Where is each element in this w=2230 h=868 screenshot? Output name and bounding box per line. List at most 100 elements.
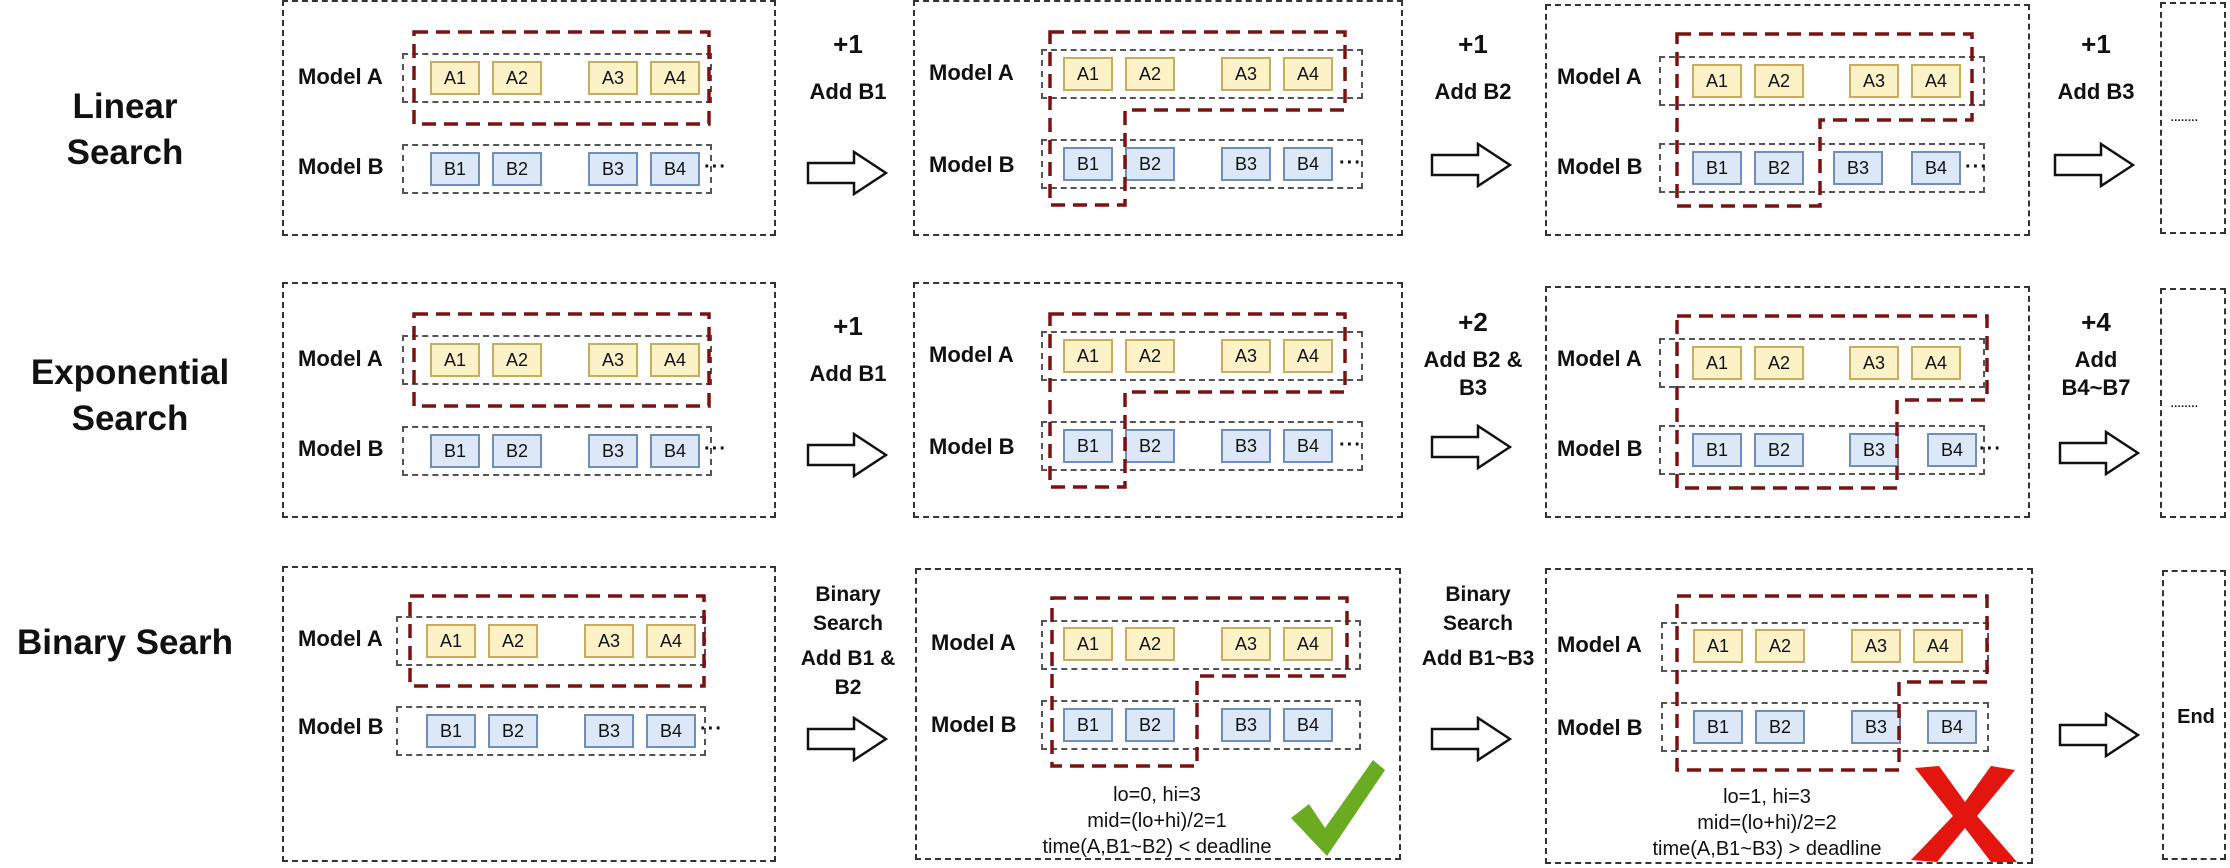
block-b1: B1 (426, 714, 476, 748)
linear-panel-3: Model A Model B A1 A2 A3 A4 B1 B2 B3 B4 … (1545, 4, 2030, 236)
binary-note: lo=1, hi=3 mid=(lo+hi)/2=2 time(A,B1~B3)… (1652, 786, 1882, 860)
block-b1: B1 (1063, 708, 1113, 742)
model-b-track (402, 144, 712, 194)
block-b3: B3 (588, 434, 638, 468)
block-a4: A4 (1283, 57, 1333, 91)
more-blocks: ··· (704, 438, 727, 460)
binary-arrow-1 (806, 716, 888, 762)
check-icon (1291, 760, 1385, 856)
block-a3: A3 (1221, 627, 1271, 661)
block-b3: B3 (1221, 708, 1271, 742)
binary-step-2: Binary Search Add B1~B3 (1421, 583, 1535, 670)
model-b-track (1659, 143, 1985, 193)
block-b4: B4 (1927, 710, 1977, 744)
block-a1: A1 (1692, 64, 1742, 98)
block-a4: A4 (650, 343, 700, 377)
model-b-track (396, 706, 706, 756)
exponential-arrow-3 (2058, 430, 2140, 476)
model-b-label: Model B (1557, 715, 1643, 740)
block-b2: B2 (1125, 147, 1175, 181)
block-b1: B1 (1693, 710, 1743, 744)
block-a1: A1 (1692, 346, 1742, 380)
binary-arrow-2 (1430, 716, 1512, 762)
block-a4: A4 (650, 61, 700, 95)
model-a-label: Model A (1557, 64, 1642, 89)
block-b2: B2 (1754, 151, 1804, 185)
model-a-track (1659, 56, 1985, 106)
block-b1: B1 (1692, 151, 1742, 185)
block-b2: B2 (492, 152, 542, 186)
exponential-step-1: +1 Add B1 (809, 311, 887, 386)
linear-step-3: +1 Add B3 (2057, 29, 2135, 104)
block-a3: A3 (1221, 339, 1271, 373)
model-b-label: Model B (929, 152, 1015, 177)
model-b-track (1041, 700, 1361, 750)
block-b2: B2 (1125, 429, 1175, 463)
binary-end-panel: End (2162, 570, 2226, 860)
block-a4: A4 (1283, 339, 1333, 373)
more-blocks: ··· (700, 718, 723, 740)
end-label: End (2177, 706, 2215, 728)
block-b1: B1 (1692, 433, 1742, 467)
row-title-exponential: Exponential Search (30, 353, 230, 438)
model-a-label: Model A (1557, 632, 1642, 657)
binary-step-1: Binary Search Add B1 & B2 (800, 583, 896, 699)
more-blocks: ··· (1339, 434, 1362, 456)
block-a2: A2 (1125, 57, 1175, 91)
selection-outline (412, 312, 711, 408)
exponential-step-2: +2 Add B2 & B3 (1423, 307, 1523, 400)
selection-outline (1675, 32, 1974, 208)
block-b4: B4 (1283, 708, 1333, 742)
block-a4: A4 (1911, 346, 1961, 380)
model-a-track (1041, 620, 1361, 670)
model-a-label: Model A (298, 346, 383, 371)
more-blocks: ··· (1965, 156, 1988, 178)
more-blocks: ··· (704, 156, 727, 178)
row-title-binary: Binary Searh (17, 623, 233, 662)
linear-step-2: +1 Add B2 (1434, 29, 1512, 104)
binary-arrow-3 (2058, 712, 2140, 758)
binary-panel-2: Model A Model B A1 A2 A3 A4 B1 B2 B3 B4 … (915, 568, 1401, 860)
binary-note: lo=0, hi=3 mid=(lo+hi)/2=1 time(A,B1~B2)… (1042, 784, 1272, 858)
linear-panel-2: Model A Model B A1 A2 A3 A4 B1 B2 B3 B4 … (913, 0, 1403, 236)
block-a3: A3 (1849, 64, 1899, 98)
continuation-dots: ........ (2170, 108, 2199, 125)
selection-outline (1050, 596, 1349, 768)
model-a-track (402, 53, 712, 103)
model-b-label: Model B (929, 434, 1015, 459)
model-b-track (1041, 421, 1363, 471)
block-b3: B3 (584, 714, 634, 748)
block-a4: A4 (646, 624, 696, 658)
block-b2: B2 (488, 714, 538, 748)
block-a3: A3 (584, 624, 634, 658)
block-a2: A2 (488, 624, 538, 658)
block-a3: A3 (588, 343, 638, 377)
cross-icon (1911, 766, 2017, 862)
model-b-track (1659, 425, 1985, 475)
block-a1: A1 (1063, 57, 1113, 91)
block-a1: A1 (1063, 627, 1113, 661)
model-b-label: Model B (298, 154, 384, 179)
exponential-arrow-2 (1430, 424, 1512, 470)
block-a1: A1 (430, 343, 480, 377)
row-title-linear: Linear Search (66, 87, 184, 172)
selection-outline (1675, 314, 1989, 490)
model-b-label: Model B (931, 712, 1017, 737)
block-b2: B2 (1125, 708, 1175, 742)
linear-step-1: +1 Add B1 (809, 29, 887, 104)
linear-arrow-3 (2053, 142, 2135, 188)
exponential-panel-1: Model A Model B A1 A2 A3 A4 B1 B2 B3 B4 … (282, 282, 776, 518)
block-a1: A1 (1063, 339, 1113, 373)
selection-outline (1048, 30, 1347, 207)
block-b4: B4 (1283, 429, 1333, 463)
block-a1: A1 (426, 624, 476, 658)
exponential-end-panel: ........ (2160, 288, 2226, 518)
selection-outline (1675, 594, 1989, 772)
model-a-label: Model A (298, 64, 383, 89)
block-b2: B2 (1755, 710, 1805, 744)
model-b-label: Model B (298, 714, 384, 739)
block-a3: A3 (1221, 57, 1271, 91)
linear-panel-1: Model A Model B A1 A2 A3 A4 B1 B2 B3 B4 … (282, 0, 776, 236)
block-a2: A2 (1755, 629, 1805, 663)
block-b4: B4 (1283, 147, 1333, 181)
